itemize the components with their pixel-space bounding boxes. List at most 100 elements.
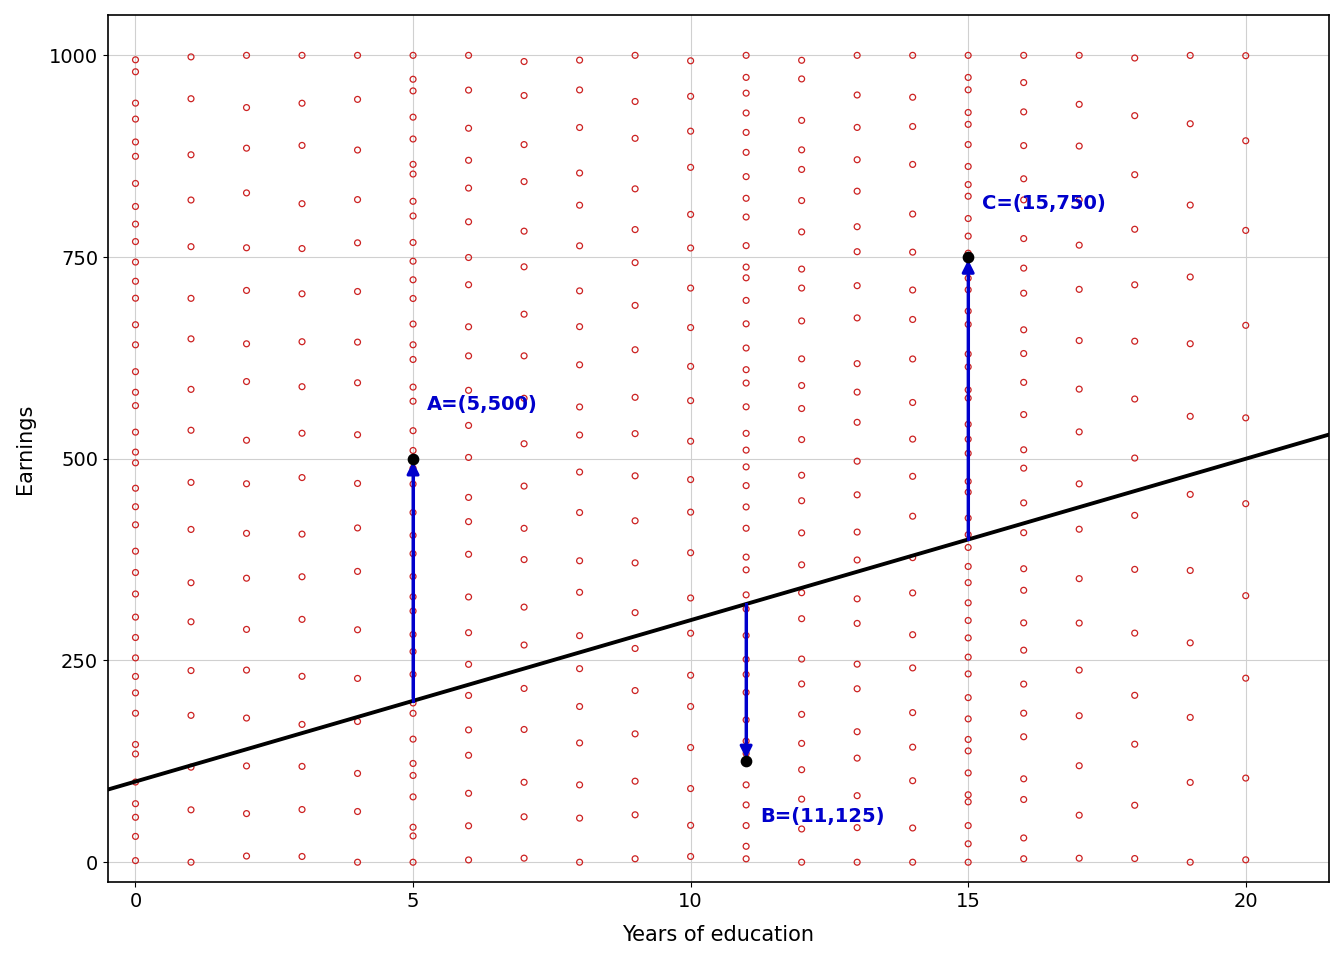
Point (957, 431, 978, 446)
Point (402, 253, 423, 269)
Point (680, 818, 702, 833)
Point (957, 818, 978, 833)
Point (735, 778, 757, 793)
Point (790, 735, 812, 751)
Point (735, 549, 757, 564)
Text: C=(15,750): C=(15,750) (982, 194, 1106, 213)
Point (790, 432, 812, 447)
Point (735, 652, 757, 667)
Point (402, 505, 423, 520)
Point (458, 180, 480, 196)
Point (235, 373, 257, 389)
Point (180, 382, 202, 397)
Point (735, 270, 757, 285)
Point (513, 599, 535, 614)
Point (735, 712, 757, 728)
Point (1013, 561, 1035, 576)
Point (1013, 771, 1035, 786)
Point (125, 291, 146, 306)
Point (569, 505, 590, 520)
Point (1013, 285, 1035, 300)
Point (569, 810, 590, 826)
Point (735, 588, 757, 603)
Point (1124, 625, 1145, 640)
Point (1068, 48, 1090, 63)
Point (847, 820, 868, 835)
Point (402, 828, 423, 844)
Point (735, 520, 757, 536)
Point (902, 586, 923, 601)
Point (1180, 563, 1202, 578)
Point (790, 193, 812, 208)
Point (513, 637, 535, 653)
Point (125, 64, 146, 80)
Point (1180, 198, 1202, 213)
Point (1068, 708, 1090, 724)
Point (902, 119, 923, 134)
Point (1013, 792, 1035, 807)
Point (235, 240, 257, 255)
Point (513, 851, 535, 866)
Point (292, 569, 313, 585)
Point (347, 235, 368, 251)
Point (180, 575, 202, 590)
Point (790, 313, 812, 328)
Point (902, 854, 923, 870)
Point (957, 527, 978, 542)
Point (957, 228, 978, 244)
Point (847, 152, 868, 167)
Point (957, 765, 978, 780)
Point (625, 94, 646, 109)
Point (1013, 830, 1035, 846)
Point (902, 431, 923, 446)
Point (1013, 75, 1035, 90)
Point (1124, 167, 1145, 182)
Point (735, 316, 757, 331)
Point (957, 612, 978, 628)
Point (1124, 508, 1145, 523)
Point (790, 280, 812, 296)
Point (847, 278, 868, 294)
Point (902, 820, 923, 835)
Point (1068, 281, 1090, 297)
Point (680, 626, 702, 641)
Point (680, 699, 702, 714)
Point (402, 72, 423, 87)
Point (735, 293, 757, 308)
Point (347, 766, 368, 781)
Point (569, 735, 590, 751)
Point (235, 849, 257, 864)
Point (625, 605, 646, 620)
Point (402, 627, 423, 642)
Point (957, 690, 978, 706)
Point (180, 291, 202, 306)
Point (1124, 851, 1145, 866)
Point (1013, 443, 1035, 458)
Point (292, 802, 313, 817)
Point (625, 426, 646, 442)
Point (513, 224, 535, 239)
Point (125, 176, 146, 191)
Point (902, 48, 923, 63)
Point (513, 259, 535, 275)
Point (1124, 562, 1145, 577)
Point (458, 589, 480, 605)
Point (957, 382, 978, 397)
Point (402, 768, 423, 783)
Point (735, 362, 757, 377)
Point (458, 383, 480, 398)
Point (458, 546, 480, 562)
Point (569, 53, 590, 68)
Point (847, 183, 868, 199)
Point (1235, 496, 1257, 512)
Point (735, 839, 757, 854)
Point (902, 773, 923, 788)
Point (680, 590, 702, 606)
Point (347, 48, 368, 63)
Point (957, 271, 978, 286)
Point (235, 100, 257, 115)
Point (957, 711, 978, 727)
Point (180, 522, 202, 538)
Point (790, 585, 812, 600)
Point (957, 158, 978, 174)
